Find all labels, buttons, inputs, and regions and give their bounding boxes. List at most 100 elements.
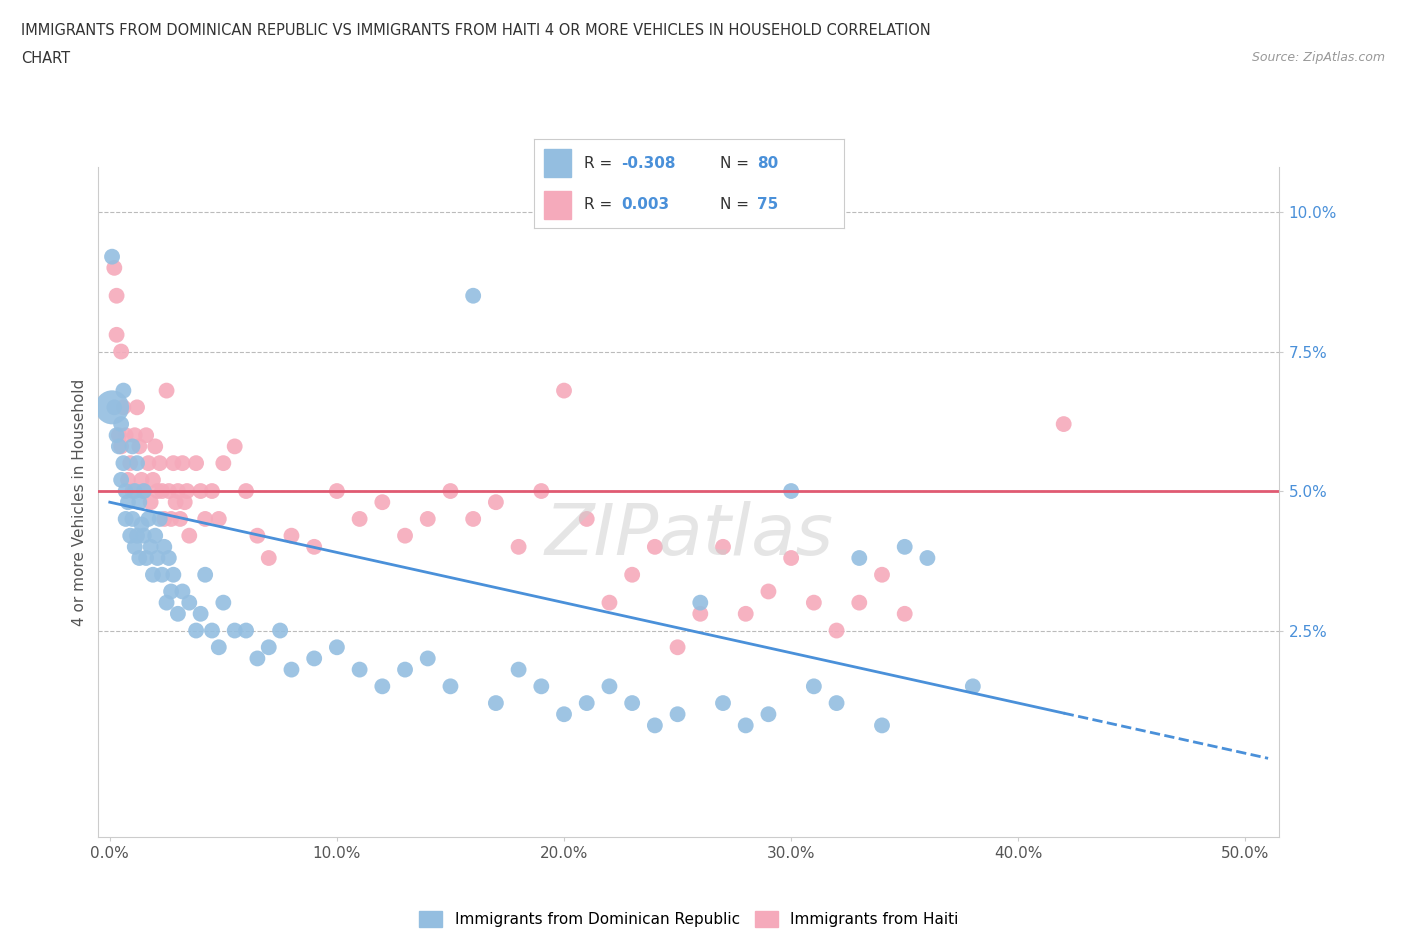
Point xyxy=(463,288,485,303)
Point xyxy=(160,584,183,599)
Point xyxy=(157,484,180,498)
Point xyxy=(257,640,280,655)
Point xyxy=(416,651,439,666)
Point xyxy=(142,472,165,487)
Point xyxy=(848,551,870,565)
Text: CHART: CHART xyxy=(21,51,70,66)
Point xyxy=(108,439,131,454)
Point xyxy=(120,456,142,471)
Point xyxy=(825,623,848,638)
Point xyxy=(758,707,780,722)
Point xyxy=(121,512,143,526)
Point xyxy=(153,512,176,526)
Point xyxy=(150,567,173,582)
Point xyxy=(114,428,136,443)
Point xyxy=(575,696,598,711)
Point xyxy=(280,662,302,677)
Point xyxy=(172,584,194,599)
Point xyxy=(280,528,302,543)
Point xyxy=(139,539,162,554)
Y-axis label: 4 or more Vehicles in Household: 4 or more Vehicles in Household xyxy=(72,379,87,626)
Point xyxy=(160,512,183,526)
Point xyxy=(155,595,177,610)
Text: R =: R = xyxy=(583,156,617,171)
Point xyxy=(155,383,177,398)
Text: ZIPatlas: ZIPatlas xyxy=(544,501,834,570)
Point xyxy=(105,428,128,443)
Point xyxy=(416,512,439,526)
Point xyxy=(103,400,125,415)
Text: IMMIGRANTS FROM DOMINICAN REPUBLIC VS IMMIGRANTS FROM HAITI 4 OR MORE VEHICLES I: IMMIGRANTS FROM DOMINICAN REPUBLIC VS IM… xyxy=(21,23,931,38)
Point xyxy=(553,707,575,722)
Point xyxy=(190,606,212,621)
Text: R =: R = xyxy=(583,197,617,212)
Point xyxy=(371,679,394,694)
Point xyxy=(530,484,553,498)
Text: N =: N = xyxy=(720,156,754,171)
Bar xyxy=(544,191,571,219)
Point xyxy=(302,651,325,666)
Point xyxy=(176,484,198,498)
Point xyxy=(131,472,153,487)
Point xyxy=(105,327,128,342)
Text: -0.308: -0.308 xyxy=(621,156,675,171)
Point xyxy=(125,456,148,471)
Point xyxy=(124,539,146,554)
Point xyxy=(110,472,132,487)
Point xyxy=(235,484,257,498)
Point xyxy=(179,528,201,543)
Point xyxy=(112,456,135,471)
Legend: Immigrants from Dominican Republic, Immigrants from Haiti: Immigrants from Dominican Republic, Immi… xyxy=(413,905,965,930)
Point xyxy=(110,439,132,454)
Point xyxy=(666,640,689,655)
Point xyxy=(194,567,217,582)
Point xyxy=(146,551,169,565)
Point xyxy=(139,495,162,510)
Point xyxy=(349,662,371,677)
Point xyxy=(167,484,190,498)
Point xyxy=(666,707,689,722)
Point xyxy=(644,539,666,554)
Point xyxy=(101,400,124,415)
Point xyxy=(132,484,155,498)
Point xyxy=(463,512,485,526)
Point xyxy=(114,512,136,526)
Point xyxy=(212,595,235,610)
Point xyxy=(101,249,124,264)
Point xyxy=(153,539,176,554)
Point xyxy=(621,696,644,711)
Point xyxy=(257,551,280,565)
Point xyxy=(689,595,711,610)
Point xyxy=(439,484,461,498)
Point xyxy=(780,551,803,565)
Point xyxy=(124,484,146,498)
Bar xyxy=(544,149,571,178)
Point xyxy=(112,400,135,415)
Point xyxy=(138,512,160,526)
Point xyxy=(371,495,394,510)
Point xyxy=(165,495,187,510)
Point xyxy=(172,456,194,471)
Point xyxy=(485,696,508,711)
Text: Source: ZipAtlas.com: Source: ZipAtlas.com xyxy=(1251,51,1385,64)
Point xyxy=(917,551,939,565)
Point xyxy=(149,456,172,471)
Point xyxy=(169,512,191,526)
Point xyxy=(870,718,893,733)
Point xyxy=(121,484,143,498)
Point xyxy=(870,567,893,582)
Point xyxy=(711,539,734,554)
Point xyxy=(644,718,666,733)
Point xyxy=(157,551,180,565)
Point xyxy=(212,456,235,471)
Point xyxy=(112,383,135,398)
Point xyxy=(394,528,416,543)
Point xyxy=(1053,417,1076,432)
Point xyxy=(108,428,131,443)
Point xyxy=(105,288,128,303)
Point xyxy=(125,400,148,415)
Text: 75: 75 xyxy=(756,197,779,212)
Point xyxy=(149,512,172,526)
Point xyxy=(110,417,132,432)
Point xyxy=(131,517,153,532)
